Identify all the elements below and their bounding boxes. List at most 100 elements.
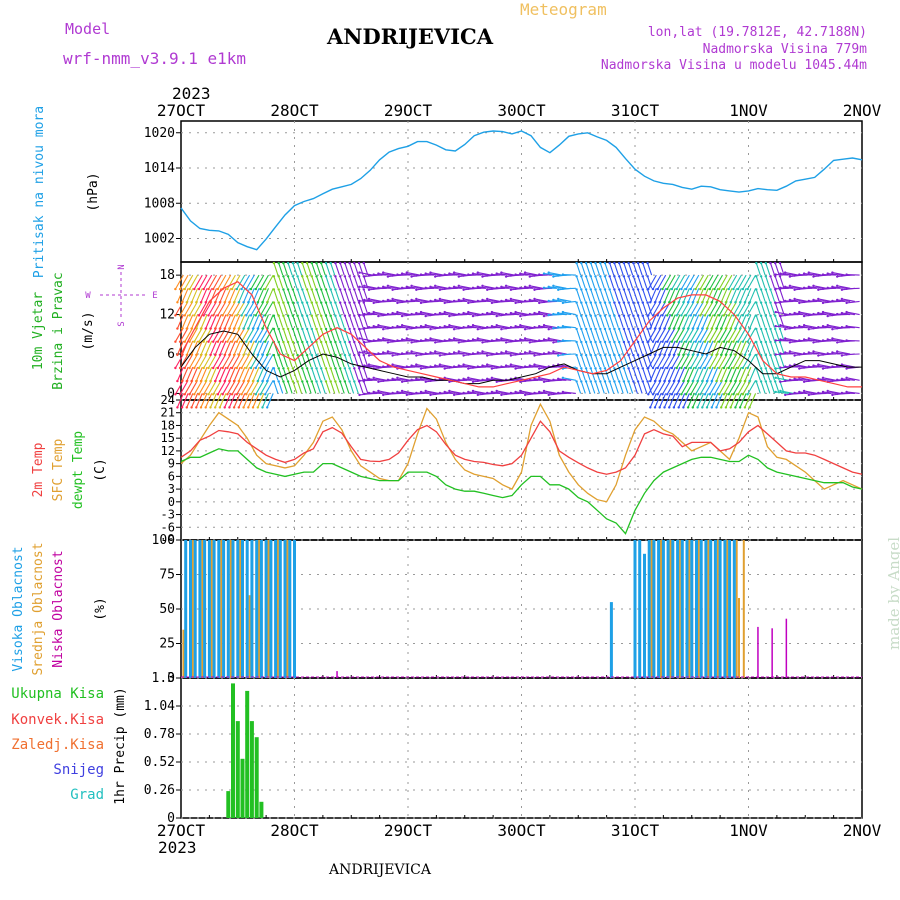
wind-arrow [278, 341, 284, 355]
wind-arrow-head [320, 340, 323, 344]
wind-arrow-head [769, 380, 772, 383]
wind-arrow-head [622, 327, 626, 331]
wind-arrow [846, 325, 860, 329]
wind-arrow-head [636, 327, 640, 331]
wind-arrow [339, 302, 345, 315]
wind-arrow [739, 366, 747, 382]
wind-arrow [585, 315, 591, 328]
wind-arrow-head [699, 287, 702, 291]
wind-arrow [186, 288, 194, 303]
wind-arrow-head [235, 340, 238, 343]
wind-arrow [252, 340, 260, 356]
wind-arrow-head [242, 301, 245, 304]
wind-arrow [496, 324, 510, 329]
wind-arrow-head [755, 327, 758, 331]
wind-arrow-head [324, 261, 328, 265]
wind-arrow-head [343, 353, 347, 357]
wind-arrow-head [774, 390, 777, 394]
wind-arrow-head [324, 367, 328, 370]
wind-arrow [755, 368, 761, 381]
wind-arrow-head [249, 287, 253, 291]
wind-arrow [501, 337, 515, 342]
wind-arrow-head [672, 327, 676, 330]
wind-arrow-head [343, 380, 347, 383]
model-label: Model [65, 20, 111, 38]
wind-arrow [609, 328, 615, 342]
wind-arrow-head [845, 273, 848, 276]
wind-arrow [780, 338, 794, 342]
wind-arrow-head [410, 350, 413, 353]
wind-arrow-head [699, 340, 702, 343]
wind-arrow-head [627, 367, 630, 370]
wind-arrow-head [424, 366, 427, 369]
wind-arrow-head [382, 328, 385, 331]
meteogram-label: Meteogram [520, 0, 607, 19]
wind-arrow [794, 378, 808, 381]
wind-arrow [846, 287, 860, 290]
y-tick-label-temp: 3 [168, 482, 175, 496]
wind-arrow [711, 393, 719, 408]
wind-arrow-head [504, 284, 508, 287]
wind-arrow-head [245, 340, 248, 343]
precip-legend-item: Zaledj.Kisa [11, 737, 104, 753]
wind-arrow [813, 350, 827, 355]
wind-arrow-head [329, 261, 332, 265]
wind-arrow [709, 353, 719, 369]
wind-arrow [599, 302, 605, 315]
wind-arrow [662, 353, 671, 369]
wind-arrow-head [277, 261, 280, 265]
wind-arrow-head [831, 313, 834, 317]
wind-arrow-head [197, 314, 201, 317]
wind-arrow [755, 341, 761, 355]
wind-arrow [775, 325, 789, 329]
wind-arrow [594, 368, 601, 381]
wind-arrow [818, 326, 832, 329]
wind-arrow [468, 325, 482, 329]
wind-arrow-head [490, 353, 494, 356]
wind-arrow-head [759, 275, 763, 278]
wind-arrow [261, 340, 270, 356]
wind-arrow-head [840, 391, 844, 395]
wind-arrow [553, 313, 567, 316]
wind-arrow-head [798, 339, 801, 342]
wind-arrow [562, 353, 576, 356]
wind-arrow-head [315, 288, 318, 291]
wind-arrow [585, 381, 591, 394]
precip-bar [259, 801, 264, 818]
wind-arrow-head [353, 340, 356, 344]
wind-arrow-head [575, 314, 578, 317]
wind-arrow [515, 311, 529, 316]
wind-arrow [775, 311, 789, 316]
wind-arrow [628, 289, 634, 302]
wind-arrow-head [636, 367, 640, 370]
wind-arrow-head [490, 390, 494, 394]
wind-arrow [174, 380, 184, 395]
wind-arrow-head [301, 340, 304, 344]
wind-arrow [505, 350, 520, 355]
wind-arrow-head [315, 301, 318, 304]
wind-arrow [222, 353, 232, 369]
wind-arrow-head [729, 406, 732, 409]
high-cloud-bar [231, 540, 235, 678]
wind-arrow-head [324, 301, 328, 304]
wind-arrow-head [670, 340, 674, 343]
wind-arrow-head [689, 340, 692, 343]
wind-arrow-head [793, 340, 796, 343]
mid-cloud-bar [688, 540, 691, 678]
wind-arrow-head [741, 340, 745, 343]
wind-arrow [744, 340, 752, 356]
wind-arrow [378, 338, 392, 342]
wind-arrow [529, 350, 543, 355]
wind-arrow-head [817, 274, 820, 277]
wind-arrow-head [183, 393, 186, 396]
wind-arrow [613, 315, 619, 328]
wind-arrow-head [348, 340, 351, 344]
wind-arrow [344, 368, 350, 381]
wind-arrow [458, 285, 472, 289]
wind-arrow-head [557, 311, 560, 315]
wind-arrow-head [774, 310, 777, 314]
wind-arrow-head [523, 328, 527, 331]
wind-arrow-head [561, 310, 565, 314]
wind-arrow [186, 366, 194, 382]
wind-arrow [769, 302, 776, 315]
